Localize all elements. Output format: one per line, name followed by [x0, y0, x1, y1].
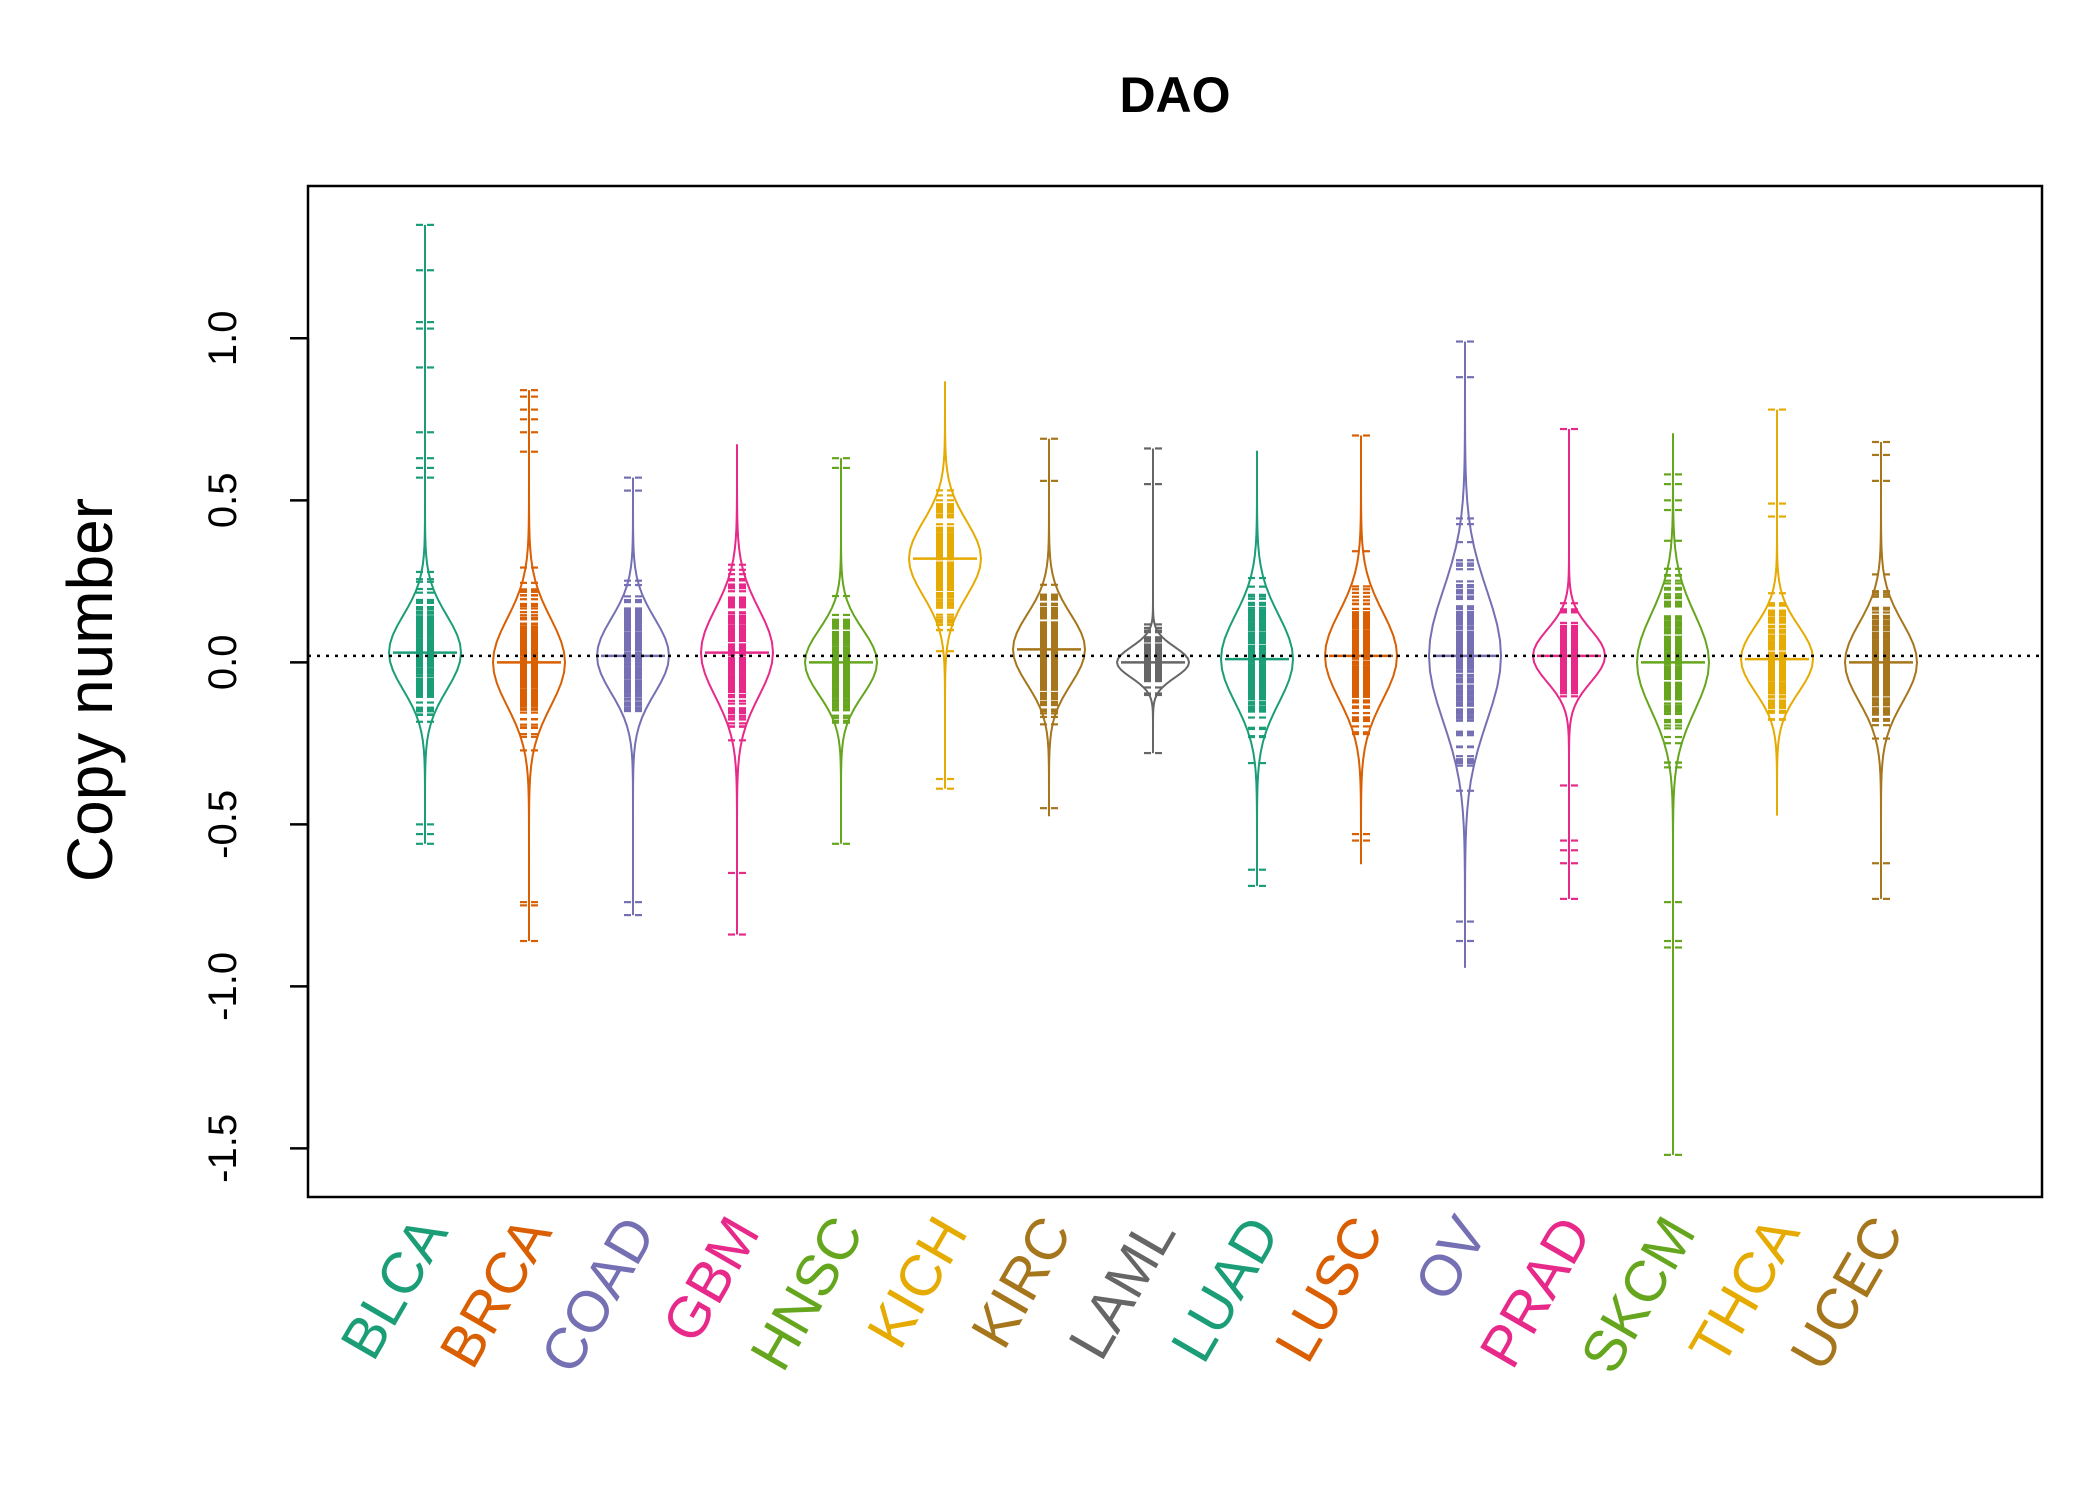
- bean-ov: [1427, 340, 1503, 968]
- bean-ucec: [1843, 440, 1919, 900]
- bean-laml: [1115, 447, 1191, 755]
- bean-luad: [1219, 450, 1295, 888]
- bean-prad: [1531, 427, 1607, 900]
- bean-skcm: [1635, 433, 1711, 1156]
- bean-kich: [907, 381, 983, 790]
- plot-area: [308, 223, 2042, 1156]
- bean-kirc: [1011, 437, 1087, 817]
- bean-lusc: [1323, 434, 1399, 865]
- bean-blca: [387, 223, 463, 845]
- chart-title: DAO: [1119, 67, 1230, 123]
- bean-thca: [1739, 408, 1815, 816]
- bean-coad: [595, 476, 671, 917]
- y-axis-label: Copy number: [54, 498, 126, 882]
- bean-brca: [491, 389, 567, 943]
- bean-hnsc: [803, 457, 879, 845]
- bean-gbm: [699, 444, 775, 936]
